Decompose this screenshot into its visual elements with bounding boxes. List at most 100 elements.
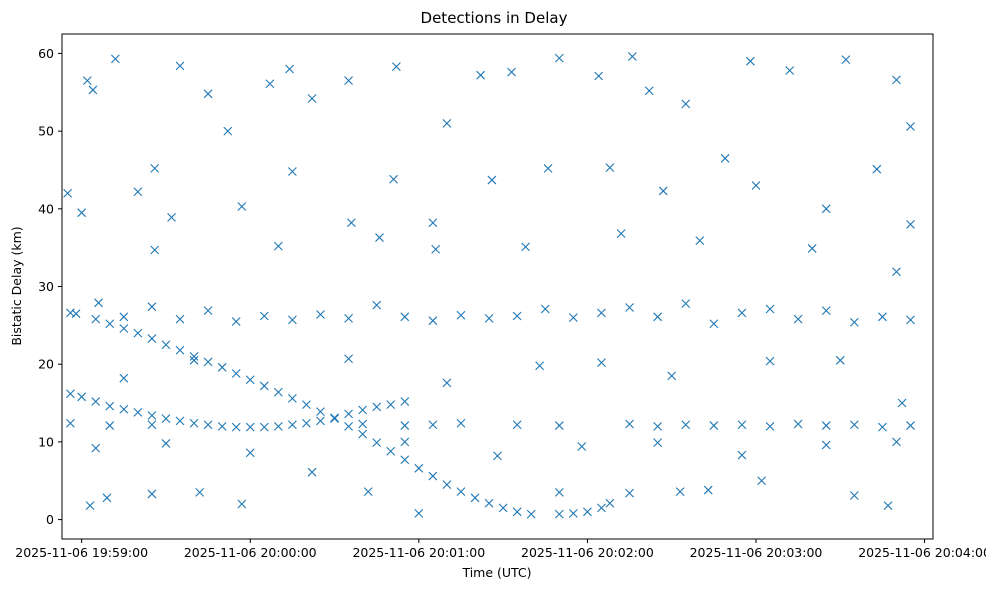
data-point [133,328,143,338]
data-point [245,375,255,385]
data-point [414,508,424,518]
data-point [363,487,373,496]
data-point [554,487,564,497]
chart-title: Detections in Delay [421,9,568,27]
data-point [428,218,438,228]
data-point [372,438,382,448]
data-point [878,312,887,322]
data-point [316,407,325,416]
data-point [906,122,915,131]
data-point [77,392,87,402]
data-point [217,362,227,372]
data-point [849,317,859,327]
data-point [203,357,213,367]
data-point [577,442,587,451]
data-point [119,404,129,414]
data-point [88,85,98,95]
data-point [147,420,157,430]
data-point [892,75,901,85]
data-point [487,175,497,185]
data-point [66,389,75,399]
data-point [105,319,115,329]
data-point [675,487,685,496]
data-point [82,76,92,86]
data-point [110,54,120,64]
data-point [414,463,424,473]
data-point [195,487,205,497]
data-point [259,381,269,391]
data-point [625,303,634,312]
data-point [91,443,101,453]
data-point [133,187,143,197]
data-point [273,241,283,251]
data-point [203,89,213,99]
data-point [616,229,626,239]
data-point [594,71,604,81]
x-tick-label: 2025-11-06 20:01:00 [352,545,485,560]
data-point [835,355,845,365]
data-point [906,315,915,325]
data-point [627,52,637,61]
data-point [431,244,441,254]
data-point [568,508,578,518]
data-point [709,421,719,430]
data-point [203,306,213,315]
data-point [821,306,831,315]
data-point [442,378,452,388]
data-point [543,164,553,173]
data-point [344,409,353,419]
data-point [625,488,634,498]
data-point [892,267,901,277]
data-point [316,310,325,319]
data-point [105,401,115,411]
data-point [849,491,859,500]
data-point [892,437,901,447]
data-point [259,311,269,321]
data-point [906,421,915,430]
data-point [554,421,564,430]
data-point [273,387,283,397]
data-point [147,489,157,499]
data-point [265,79,275,89]
data-point [821,421,831,430]
data-point [442,480,452,490]
data-point [119,373,129,383]
data-point [512,311,522,321]
data-point [147,411,157,420]
data-point [63,188,73,198]
data-point [119,312,129,322]
data-point [231,369,241,378]
data-point [597,308,606,318]
data-point [237,499,247,509]
data-point [428,420,438,430]
data-point [521,242,530,252]
data-point [878,422,887,432]
data-point [737,420,747,430]
data-point [344,76,353,86]
data-point [568,313,578,322]
y-tick-label: 50 [38,124,54,139]
data-point [259,422,269,432]
data-point [484,498,494,508]
data-point [358,429,368,439]
data-point [526,509,536,519]
data-point [554,53,564,63]
data-point [167,212,176,222]
y-tick-label: 30 [38,279,54,294]
data-point [745,56,755,66]
data-point [821,204,831,214]
data-point [94,298,103,308]
data-point [150,245,160,255]
data-point [344,313,353,323]
data-point [456,310,466,320]
data-point [391,62,401,72]
data-point [302,418,311,428]
data-point [217,421,227,431]
data-point [456,487,466,496]
data-point [189,418,199,428]
data-point [653,312,663,322]
data-point [498,503,508,513]
data-point [512,420,522,430]
data-point [400,397,410,406]
data-point [66,418,75,428]
